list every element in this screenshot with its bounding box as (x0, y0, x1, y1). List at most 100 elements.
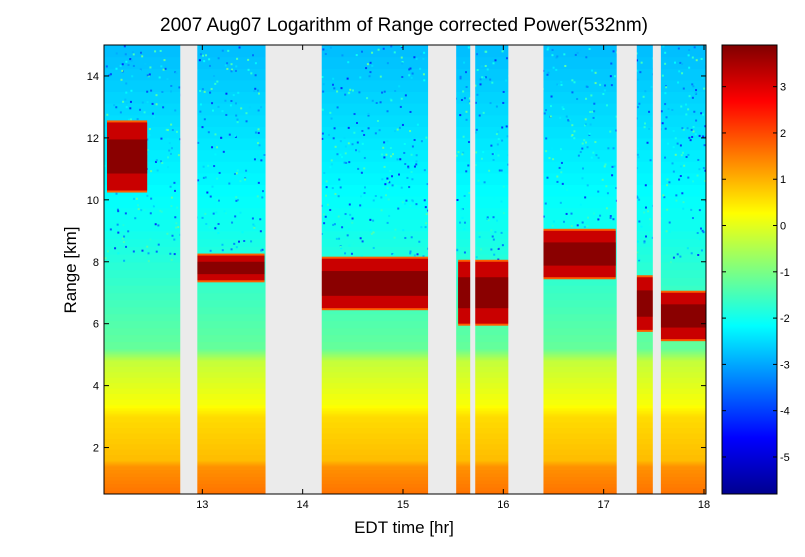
noise-speckle (235, 114, 238, 117)
noise-speckle (593, 110, 596, 113)
noise-speckle (399, 158, 402, 161)
noise-speckle (678, 70, 681, 73)
noise-speckle (262, 190, 265, 193)
noise-speckle (587, 216, 590, 219)
noise-speckle (375, 101, 378, 104)
noise-speckle (404, 162, 407, 165)
noise-speckle (247, 58, 250, 61)
noise-speckle (672, 146, 675, 149)
background-bands (104, 45, 706, 494)
noise-speckle (551, 48, 554, 51)
colorbar-tick-label: 1 (780, 174, 786, 186)
y-tick-label: 6 (93, 319, 99, 331)
noise-speckle (423, 51, 426, 54)
noise-speckle (383, 90, 386, 93)
noise-speckle (468, 97, 471, 100)
noise-speckle (383, 141, 386, 144)
noise-speckle (681, 192, 684, 195)
noise-speckle (125, 102, 128, 105)
background-band (104, 404, 706, 407)
noise-speckle (385, 153, 388, 156)
noise-speckle (123, 235, 126, 238)
noise-speckle (333, 127, 336, 130)
noise-speckle (402, 193, 405, 196)
noise-speckle (320, 232, 323, 235)
noise-speckle (168, 142, 171, 145)
background-band (104, 56, 706, 69)
noise-speckle (128, 118, 131, 121)
noise-speckle (241, 231, 244, 234)
noise-speckle (459, 114, 462, 117)
noise-speckle (411, 178, 414, 181)
noise-speckle (468, 191, 471, 194)
noise-speckle (500, 231, 503, 234)
cloud-layer-core (543, 242, 616, 266)
noise-speckle (551, 147, 554, 150)
noise-speckle (325, 186, 328, 189)
cloud-layer-core (636, 290, 653, 317)
noise-speckle (477, 179, 480, 182)
noise-speckle (505, 57, 508, 60)
noise-speckle (478, 232, 481, 235)
noise-speckle (340, 87, 343, 90)
noise-speckle (561, 106, 564, 109)
noise-speckle (250, 72, 253, 75)
noise-speckle (138, 108, 141, 111)
noise-speckle (463, 251, 466, 254)
noise-speckle (169, 152, 172, 155)
background-band (104, 393, 706, 400)
noise-speckle (699, 227, 702, 230)
noise-speckle (550, 95, 553, 98)
noise-speckle (677, 47, 680, 50)
noise-speckle (671, 162, 674, 165)
noise-speckle (482, 151, 485, 154)
background-band (104, 487, 706, 492)
noise-speckle (236, 121, 239, 124)
noise-speckle (258, 144, 261, 147)
background-band (104, 184, 706, 197)
noise-speckle (615, 115, 618, 118)
noise-speckle (408, 68, 411, 71)
noise-speckle (323, 171, 326, 174)
noise-speckle (462, 90, 465, 93)
noise-speckle (559, 116, 562, 119)
noise-speckle (488, 169, 491, 172)
noise-speckle (253, 158, 256, 161)
noise-speckle (164, 67, 167, 70)
noise-speckle (474, 164, 477, 167)
noise-speckle (344, 252, 347, 255)
noise-speckle (121, 69, 124, 72)
noise-speckle (234, 197, 237, 200)
noise-speckle (224, 99, 227, 102)
noise-speckle (129, 118, 132, 121)
noise-speckle (410, 171, 413, 174)
noise-speckle (236, 118, 239, 121)
y-tick-label: 4 (93, 381, 99, 393)
noise-speckle (369, 229, 372, 232)
noise-speckle (146, 74, 149, 77)
noise-speckle (411, 72, 414, 75)
noise-speckle (400, 186, 403, 189)
background-band (104, 353, 706, 356)
noise-speckle (238, 240, 241, 243)
noise-speckle (675, 114, 678, 117)
noise-speckle (648, 127, 651, 130)
noise-speckle (560, 161, 563, 164)
noise-speckle (148, 134, 151, 137)
noise-speckle (214, 153, 217, 156)
noise-speckle (380, 209, 383, 212)
noise-speckle (125, 60, 128, 63)
noise-speckle (203, 90, 206, 93)
noise-speckle (333, 87, 336, 90)
noise-speckle (229, 222, 232, 225)
noise-speckle (208, 226, 211, 229)
noise-speckle (254, 87, 257, 90)
noise-speckle (166, 129, 169, 132)
noise-speckle (497, 258, 500, 261)
noise-speckle (233, 242, 236, 245)
noise-speckle (660, 110, 663, 113)
noise-speckle (690, 208, 693, 211)
noise-speckle (257, 92, 260, 95)
noise-speckle (386, 221, 389, 224)
noise-speckle (409, 250, 412, 253)
